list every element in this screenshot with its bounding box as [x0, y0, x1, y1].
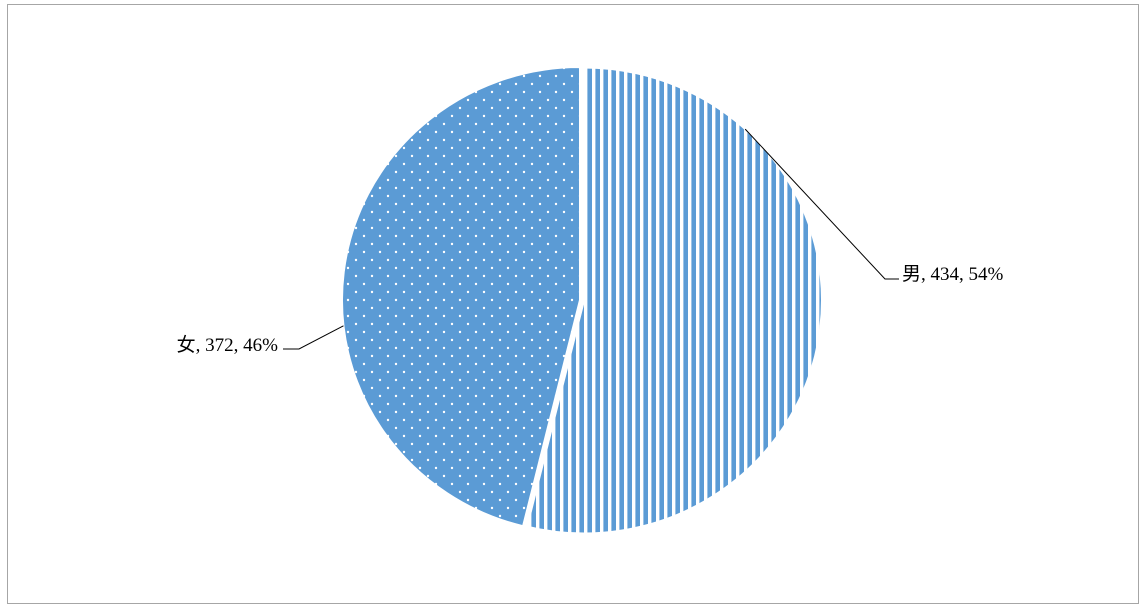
pie-slice-male [525, 66, 823, 535]
leader-line-male [744, 128, 899, 280]
leader-line-female [283, 325, 344, 350]
pie-slice-female [341, 65, 581, 528]
data-label-female: 女, 372, 46% [177, 334, 279, 356]
data-label-male: 男, 434, 54% [902, 264, 1004, 285]
